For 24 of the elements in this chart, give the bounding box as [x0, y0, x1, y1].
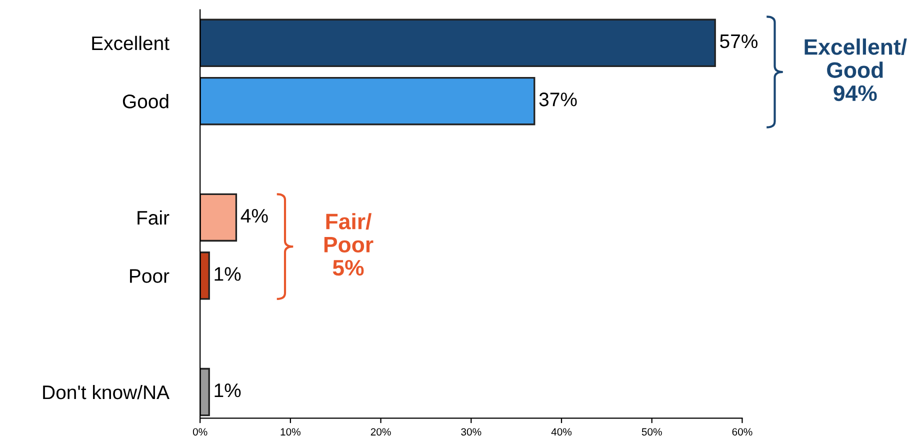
y-tick-label: Fair	[138, 210, 170, 225]
x-tick-label: 60%	[732, 428, 752, 436]
x-tick-label: 10%	[280, 428, 300, 436]
data-label: 57%	[720, 34, 758, 48]
y-tick-label: Good	[122, 94, 168, 108]
x-tick-label: 0%	[192, 428, 208, 436]
data-label: 1%	[214, 384, 241, 398]
bar	[200, 18, 716, 68]
x-tick-label: 30%	[461, 428, 482, 436]
bar	[200, 368, 210, 416]
bar	[200, 193, 238, 242]
y-tick-label: Poor	[130, 269, 170, 283]
data-label: 37%	[539, 92, 577, 106]
y-tick-label: Excellent	[92, 36, 170, 50]
text: Excellent/ Good 94%	[804, 38, 907, 102]
bar	[200, 252, 210, 300]
bar	[200, 76, 536, 126]
x-tick-label: 50%	[642, 428, 662, 436]
x-tick-label: 20%	[370, 428, 391, 436]
y-tick-label: Don't know/NA	[43, 384, 170, 400]
data-label: 4%	[240, 208, 268, 223]
x-tick-label: 40%	[551, 428, 572, 436]
data-label: 1%	[214, 267, 241, 281]
annotation: Fair/ Poor 5%	[324, 213, 374, 276]
